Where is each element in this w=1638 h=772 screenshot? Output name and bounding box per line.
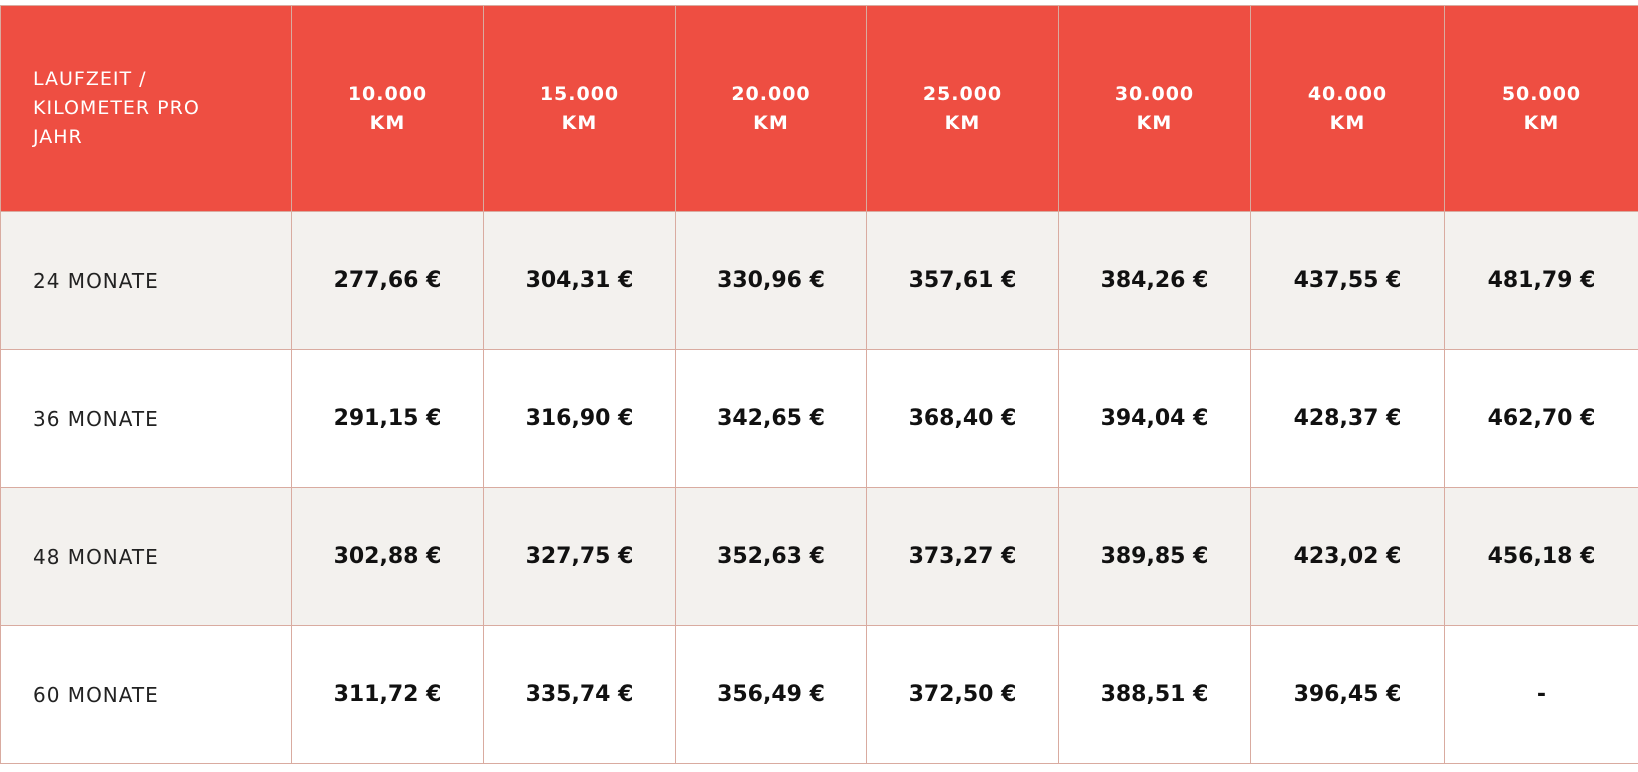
row-label: 60 MONATE: [0, 625, 292, 764]
price-cell: 456,18 €: [1444, 487, 1638, 626]
header-text: LAUFZEIT / KILOMETER PRO JAHR: [33, 68, 200, 148]
header-row: LAUFZEIT / KILOMETER PRO JAHR 10.000 KM 15…: [0, 5, 1638, 212]
header-cell: 30.000 KM: [1058, 5, 1251, 212]
price-cell: 342,65 €: [675, 349, 867, 488]
price-cell: 394,04 €: [1058, 349, 1251, 488]
price-cell: 327,75 €: [483, 487, 676, 626]
price-cell: 316,90 €: [483, 349, 676, 488]
price-cell: 356,49 €: [675, 625, 867, 764]
price-cell: 372,50 €: [866, 625, 1059, 764]
header-text: 15.000 KM: [539, 82, 620, 134]
price-cell: 291,15 €: [291, 349, 484, 488]
price-cell: 388,51 €: [1058, 625, 1251, 764]
header-corner-cell: LAUFZEIT / KILOMETER PRO JAHR: [0, 5, 292, 212]
header-text: 20.000 KM: [731, 82, 811, 134]
price-cell: 352,63 €: [675, 487, 867, 626]
header-cell: 40.000 KM: [1250, 5, 1445, 212]
header-text: 30.000 KM: [1114, 82, 1195, 134]
price-cell: 304,31 €: [483, 211, 676, 350]
price-cell: 357,61 €: [866, 211, 1059, 350]
header-text: 40.000 KM: [1307, 82, 1388, 134]
table-row: 48 MONATE 302,88 €327,75 €352,63 €373,27 …: [0, 487, 1638, 626]
table-body: 24 MONATE 277,66 €304,31 €330,96 €357,61 …: [0, 211, 1638, 764]
price-cell: 437,55 €: [1250, 211, 1445, 350]
price-cell: 277,66 €: [291, 211, 484, 350]
header-text: 25.000 KM: [922, 82, 1003, 134]
price-cell: 423,02 €: [1250, 487, 1445, 626]
header-cell: 20.000 KM: [675, 5, 867, 212]
price-cell: 481,79 €: [1444, 211, 1638, 350]
price-cell: 384,26 €: [1058, 211, 1251, 350]
table-row: 60 MONATE 311,72 €335,74 €356,49 €372,50 …: [0, 625, 1638, 764]
table-header: LAUFZEIT / KILOMETER PRO JAHR 10.000 KM 15…: [0, 5, 1638, 212]
header-text: 50.000 KM: [1501, 82, 1582, 134]
price-cell: 396,45 €: [1250, 625, 1445, 764]
row-label: 36 MONATE: [0, 349, 292, 488]
price-cell: 462,70 €: [1444, 349, 1638, 488]
price-cell: 335,74 €: [483, 625, 676, 764]
price-cell: 302,88 €: [291, 487, 484, 626]
table-row: 36 MONATE 291,15 €316,90 €342,65 €368,40 …: [0, 349, 1638, 488]
row-label: 24 MONATE: [0, 211, 292, 350]
price-cell: 368,40 €: [866, 349, 1059, 488]
header-cell: 10.000 KM: [291, 5, 484, 212]
price-table-container: LAUFZEIT / KILOMETER PRO JAHR 10.000 KM 15…: [0, 5, 1638, 764]
header-text: 10.000 KM: [347, 82, 428, 134]
header-cell: 50.000 KM: [1444, 5, 1638, 212]
price-cell: 330,96 €: [675, 211, 867, 350]
price-cell: 389,85 €: [1058, 487, 1251, 626]
price-cell: -: [1444, 625, 1638, 764]
price-cell: 311,72 €: [291, 625, 484, 764]
header-cell: 15.000 KM: [483, 5, 676, 212]
price-cell: 373,27 €: [866, 487, 1059, 626]
row-label: 48 MONATE: [0, 487, 292, 626]
price-cell: 428,37 €: [1250, 349, 1445, 488]
table-row: 24 MONATE 277,66 €304,31 €330,96 €357,61 …: [0, 211, 1638, 350]
price-table: LAUFZEIT / KILOMETER PRO JAHR 10.000 KM 15…: [0, 5, 1638, 764]
header-cell: 25.000 KM: [866, 5, 1059, 212]
